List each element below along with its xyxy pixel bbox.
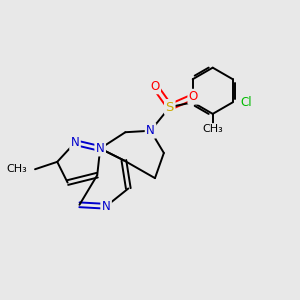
Text: N: N bbox=[96, 142, 105, 155]
Text: O: O bbox=[150, 80, 160, 93]
Text: O: O bbox=[189, 90, 198, 103]
Text: CH₃: CH₃ bbox=[6, 164, 27, 174]
Text: CH₃: CH₃ bbox=[202, 124, 223, 134]
Text: S: S bbox=[166, 100, 174, 114]
Text: N: N bbox=[70, 136, 80, 149]
Text: Cl: Cl bbox=[240, 96, 252, 109]
Text: N: N bbox=[146, 124, 155, 137]
Text: N: N bbox=[102, 200, 110, 213]
